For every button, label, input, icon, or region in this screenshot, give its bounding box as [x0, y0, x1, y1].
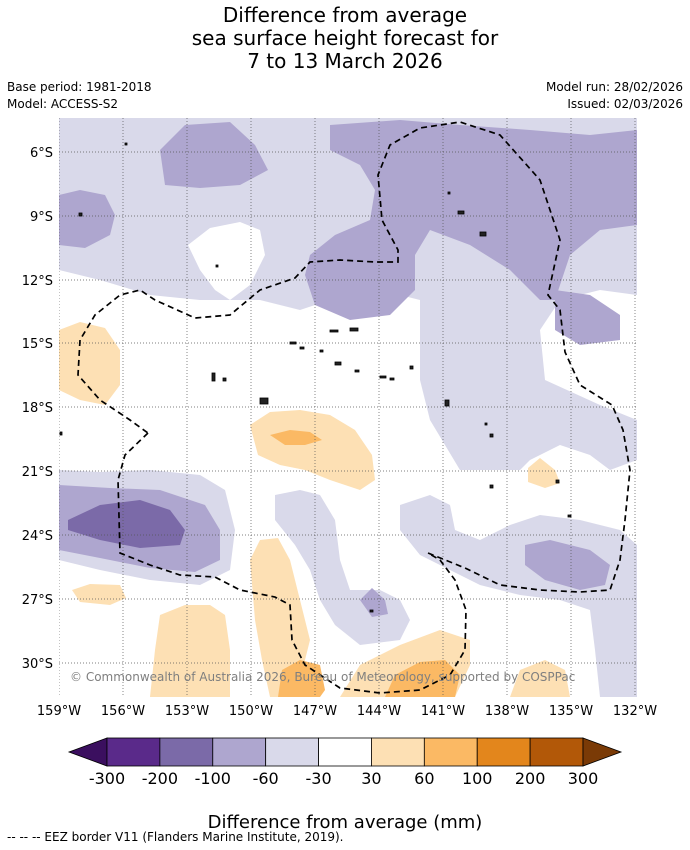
lon-label: 144°W: [357, 704, 401, 719]
contour-medium-purple-southeast: [525, 540, 610, 590]
contour-light-orange-bottom-right: [510, 660, 570, 697]
colorbar-segment: [159, 737, 214, 767]
lat-label: 27°S: [22, 593, 53, 608]
contour-white-patch: [188, 222, 265, 300]
colorbar-segment: [423, 737, 478, 767]
graticule: [59, 118, 637, 697]
contour-medium-orange-south-2: [385, 660, 460, 697]
colorbar-tick-label: -300: [89, 769, 125, 788]
lon-label: 150°W: [229, 704, 273, 719]
eez-border-french-polynesia: [77, 121, 631, 593]
contour-dark-purple: [68, 500, 185, 548]
contour-light-orange-east: [528, 458, 560, 488]
colorbar-tick-label: -100: [195, 769, 231, 788]
lat-label: 30°S: [22, 657, 53, 672]
islands: [59, 142, 572, 613]
lat-label: 9°S: [30, 210, 53, 225]
meta-right: Model run: 28/02/2026 Issued: 02/03/2026: [546, 79, 683, 113]
lon-label: 159°W: [37, 704, 81, 719]
model-name: Model: ACCESS-S2: [7, 97, 119, 111]
contour-medium-purple-north-1: [160, 122, 268, 188]
lon-label: 132°W: [613, 704, 657, 719]
issued-date: Issued: 02/03/2026: [567, 97, 683, 111]
eez-footnote: -- -- -- EEZ border V11 (Flanders Marine…: [7, 830, 344, 844]
lat-label: 18°S: [22, 401, 53, 416]
contour-medium-orange-south-1: [278, 660, 325, 697]
colorbar-tick-label: 200: [515, 769, 546, 788]
colorbar-segment: [476, 737, 531, 767]
colorbar-tick-label: -200: [142, 769, 178, 788]
title-line-3: 7 to 13 March 2026: [247, 49, 443, 73]
contour-light-orange-south-strip: [250, 538, 310, 697]
colorbar-segment: [371, 737, 425, 767]
colorbar-extend-low: [67, 737, 108, 767]
colorbar-segment: [212, 737, 267, 767]
contour-light-orange-south-center: [150, 605, 230, 697]
lat-label: 24°S: [22, 529, 53, 544]
contour-medium-purple-northwest: [59, 190, 115, 248]
colorbar-label: Difference from average (mm): [207, 812, 483, 833]
eez-border-cook-islands: [117, 432, 467, 694]
title-line-1: Difference from average: [222, 3, 468, 27]
title-line-2: sea surface height forecast for: [191, 26, 499, 50]
colorbar-tick-label: -60: [253, 769, 279, 788]
chart-title: Difference from average sea surface heig…: [0, 4, 690, 73]
colorbar-segment: [265, 737, 319, 767]
lon-label: 156°W: [101, 704, 145, 719]
colorbar-tick-label: 300: [568, 769, 599, 788]
copyright-text: © Commonwealth of Australia 2026, Bureau…: [70, 670, 575, 684]
colorbar: -300 -200 -100 -60 -30 30 60 100 200 300: [67, 737, 623, 788]
colorbar-tick-label: 30: [361, 769, 381, 788]
contour-light-orange-center: [250, 410, 375, 490]
lon-label: 141°W: [421, 704, 465, 719]
lat-label: 12°S: [22, 274, 53, 289]
colorbar-segment: [106, 737, 161, 767]
contour-medium-orange-center: [270, 430, 322, 445]
contour-light-purple-southeast: [400, 495, 637, 697]
lat-label: 6°S: [30, 146, 53, 161]
contour-light-orange-southwest: [72, 584, 126, 605]
base-period: Base period: 1981-2018: [7, 80, 152, 94]
map-area: © Commonwealth of Australia 2026, Bureau…: [59, 118, 637, 697]
colorbar-segment: [529, 737, 584, 767]
lon-label: 138°W: [485, 704, 529, 719]
lat-label: 21°S: [22, 465, 53, 480]
colorbar-tick-label: 60: [414, 769, 434, 788]
colorbar-segment: [318, 737, 372, 767]
lon-label: 153°W: [165, 704, 209, 719]
contour-medium-purple-small: [360, 588, 388, 617]
colorbar-extend-high: [582, 737, 623, 767]
lon-label: 147°W: [293, 704, 337, 719]
lat-label: 15°S: [22, 337, 53, 352]
lon-labels: 159°W 156°W 153°W 150°W 147°W 144°W 141°…: [37, 704, 657, 719]
colorbar-tick-label: 100: [462, 769, 493, 788]
colorbar-tick-label: -30: [305, 769, 331, 788]
lat-labels: 6°S 9°S 12°S 15°S 18°S 21°S 24°S 27°S 30…: [22, 146, 53, 672]
model-run: Model run: 28/02/2026: [545, 80, 683, 94]
lon-label: 135°W: [549, 704, 593, 719]
meta-left: Base period: 1981-2018 Model: ACCESS-S2: [7, 79, 152, 113]
